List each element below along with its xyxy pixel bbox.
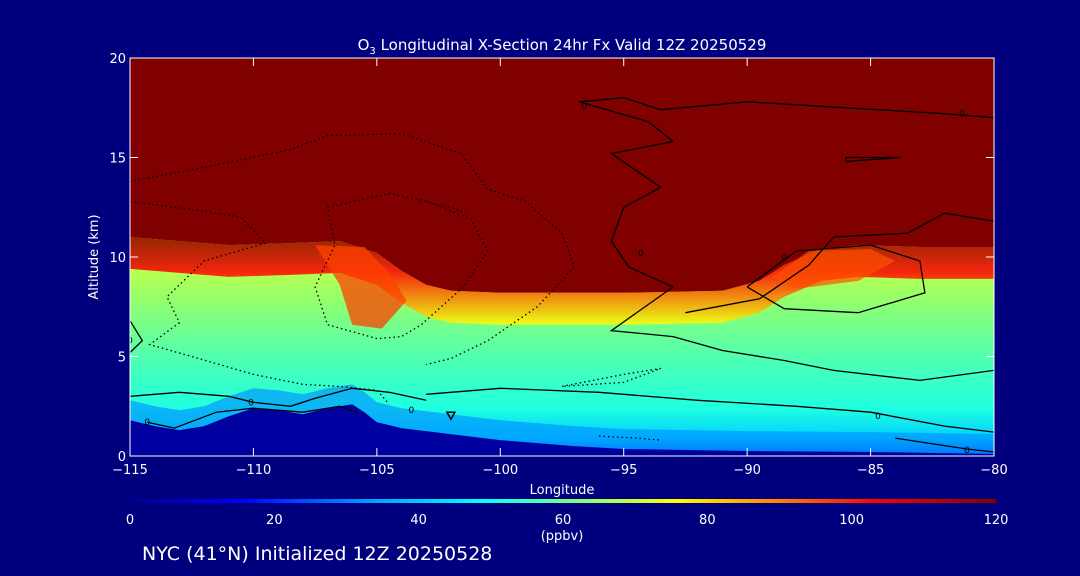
contour-line-solid	[685, 212, 994, 314]
plot-area: 0 0 0 0 0 0 0 0 0 0	[127, 58, 994, 456]
x-tick-label: −85	[857, 463, 884, 478]
contour-line-solid	[895, 437, 994, 453]
contour-label: 0	[875, 412, 881, 422]
contour-line-dotted	[561, 367, 661, 388]
contour-line-solid	[147, 405, 358, 429]
y-tick-label: 10	[109, 251, 126, 266]
y-axis-label: Altitude (km)	[87, 214, 102, 299]
colorbar	[130, 499, 996, 503]
contour-labels: 0 0 0 0 0 0 0 0 0 0	[127, 102, 970, 456]
colorbar-tick-label: 60	[555, 513, 572, 528]
contour-line-dotted	[314, 192, 489, 340]
contour-line-solid	[579, 97, 994, 119]
contour-label: 0	[964, 446, 970, 456]
contour-line-solid	[426, 387, 994, 433]
x-axis-ticks: −115 −110 −105 −100 −95 −90 −85 −80	[112, 58, 1008, 478]
contour-label: 0	[248, 398, 254, 408]
x-tick-label: −95	[610, 463, 637, 478]
contour-line-solid	[845, 156, 901, 163]
x-tick-label: −90	[733, 463, 760, 478]
contour-line-dotted	[426, 200, 466, 214]
contour-lines	[130, 97, 994, 453]
high-ozone-blob-east	[771, 249, 896, 289]
x-tick-label: −110	[236, 463, 272, 478]
x-tick-label: −100	[482, 463, 518, 478]
contour-label: 0	[144, 418, 150, 428]
contour-label: 0	[959, 110, 965, 120]
high-ozone-blob-west	[315, 245, 407, 329]
contour-line-dotted	[598, 435, 661, 441]
contour-line-dotted	[130, 132, 576, 366]
colorbar-tick-label: 40	[410, 513, 427, 528]
footer-info: NYC (41°N) Initialized 12Z 20250528	[142, 543, 492, 565]
colorbar-tick-label: 0	[126, 513, 134, 528]
colorbar-tick-label: 120	[984, 513, 1009, 528]
colorbar-ticks: 0 20 40 60 80 100 120	[126, 513, 1009, 528]
chart-title: O3 Longitudinal X-Section 24hr Fx Valid …	[358, 36, 767, 57]
contour-label: 0	[127, 337, 133, 347]
x-tick-label: −80	[980, 463, 1007, 478]
colorbar-units: (ppbv)	[541, 529, 584, 544]
y-tick-label: 0	[118, 450, 126, 465]
terrain-mask	[130, 404, 994, 456]
x-tick-label: −115	[112, 463, 148, 478]
contour-line-solid	[579, 101, 994, 382]
colorbar-tick-label: 80	[699, 513, 716, 528]
near-surface-band	[130, 384, 994, 454]
contour-line-solid	[746, 244, 926, 314]
colorbar-tick-label: 100	[839, 513, 864, 528]
contour-line-dotted	[130, 200, 390, 405]
contour-line-solid	[130, 320, 144, 353]
contour-label: 0	[581, 102, 587, 112]
colorbar-tick-label: 20	[266, 513, 283, 528]
contour-label: 0	[409, 406, 415, 416]
location-marker-triangle	[445, 411, 457, 421]
y-tick-label: 20	[109, 52, 126, 67]
x-tick-label: −105	[359, 463, 395, 478]
y-tick-label: 5	[118, 351, 126, 366]
contour-label: 0	[781, 253, 787, 263]
y-tick-label: 15	[109, 152, 126, 167]
x-axis-label: Longitude	[530, 483, 595, 498]
contour-label: 0	[638, 249, 644, 259]
